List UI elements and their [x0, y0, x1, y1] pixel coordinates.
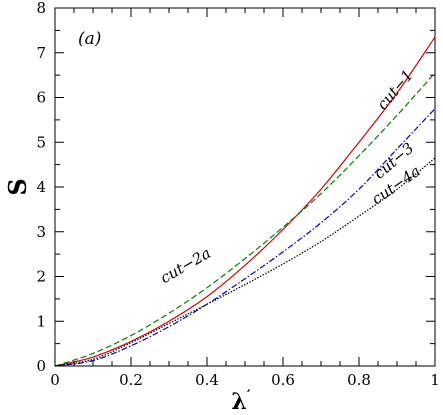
tick-labels: 0 0.2 0.4 0.6 0.8 1 0 1 2 3 4 5 6 7 8	[36, 0, 439, 389]
y-tick-label: 1	[36, 312, 46, 330]
x-tick-label: 0	[50, 371, 60, 389]
x-tick-label: 0.4	[195, 371, 219, 389]
x-axis-title-symbol: λ	[231, 389, 246, 415]
y-tick-label: 4	[36, 178, 46, 196]
series-line-1	[54, 36, 436, 367]
y-tick-label: 7	[36, 44, 46, 62]
series-line-4	[54, 157, 436, 367]
y-tick-label: 5	[36, 133, 46, 151]
y-tick-label: 6	[36, 89, 46, 107]
y-tick-label: 2	[36, 268, 46, 286]
x-axis-title-prime: ′	[247, 388, 251, 404]
y-tick-label: 8	[36, 0, 46, 17]
curve-annotation: cut−2a	[157, 244, 214, 287]
axis-ticks	[54, 7, 436, 367]
x-tick-label: 0.8	[347, 371, 371, 389]
series-line-3	[54, 108, 436, 367]
x-tick-label: 1	[430, 371, 440, 389]
y-tick-label: 3	[36, 223, 46, 241]
series-lines	[54, 36, 436, 367]
x-tick-label: 0.6	[271, 371, 295, 389]
panel-label: (a)	[78, 29, 101, 49]
series-line-2	[54, 72, 436, 367]
x-tick-label: 0.2	[119, 371, 143, 389]
curve-annotation: cut−1	[373, 66, 416, 113]
x-axis-title: λ′	[231, 388, 250, 415]
y-axis-title: S	[3, 178, 32, 195]
y-tick-label: 0	[36, 357, 46, 375]
